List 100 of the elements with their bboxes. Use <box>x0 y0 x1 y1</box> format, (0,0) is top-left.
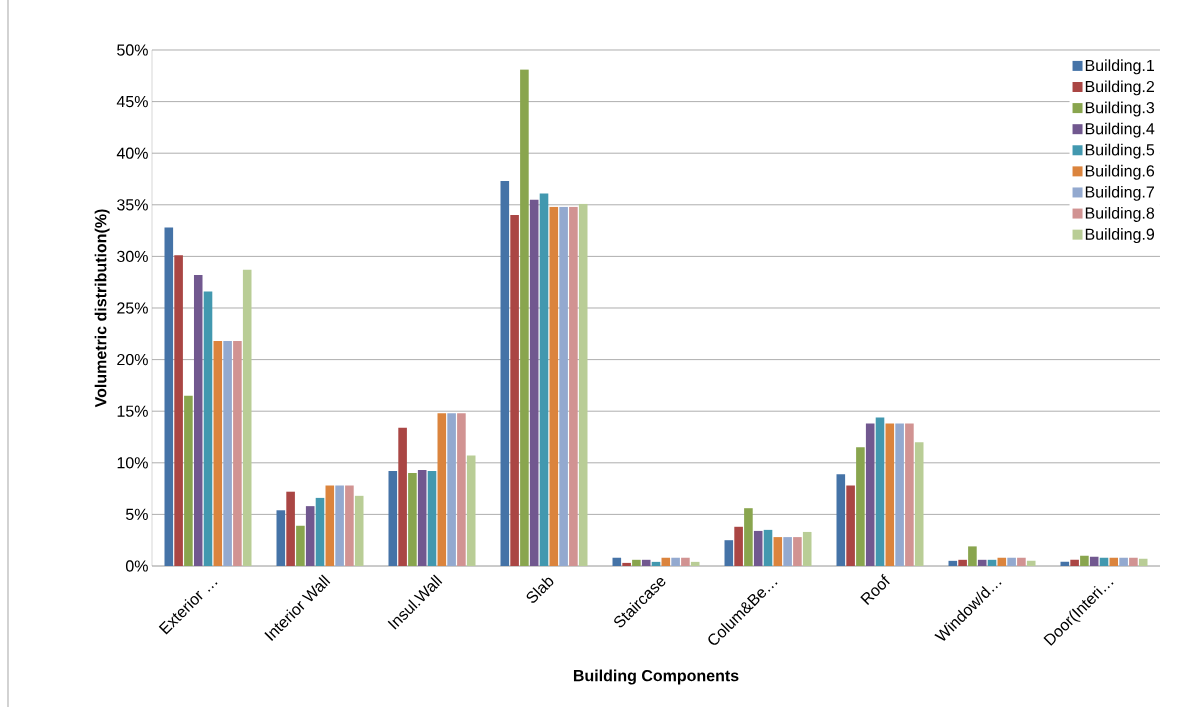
bar <box>690 561 700 566</box>
bar <box>734 526 743 566</box>
bar <box>1099 557 1109 566</box>
bar <box>763 529 773 566</box>
y-tick-label: 35% <box>117 199 148 211</box>
bar <box>427 471 437 566</box>
y-tick-label: 20% <box>117 353 148 366</box>
y-tick-label: 40% <box>116 147 148 159</box>
bar <box>1026 560 1036 566</box>
bar <box>773 537 783 566</box>
legend-label: Building.3 <box>1085 101 1155 117</box>
x-axis-title: Building Components <box>573 669 739 685</box>
bar <box>539 193 549 566</box>
legend-label: Building.4 <box>1085 122 1155 138</box>
bar <box>681 557 690 566</box>
bar <box>905 423 914 566</box>
y-tick-label: 0% <box>125 560 148 572</box>
bar <box>968 546 977 566</box>
bar <box>193 274 203 566</box>
legend-label: Building.2 <box>1085 80 1154 96</box>
bar <box>1080 555 1089 566</box>
bar <box>296 525 305 566</box>
bar <box>1017 557 1026 566</box>
y-tick-label: 10% <box>117 457 148 469</box>
y-tick-label: 50% <box>117 44 148 56</box>
bar <box>203 291 213 566</box>
bar <box>286 491 295 566</box>
bar <box>466 455 476 566</box>
legend-label: Building.5 <box>1085 143 1155 159</box>
bar <box>233 341 242 566</box>
bar <box>437 413 447 566</box>
bar <box>641 559 651 566</box>
bar <box>661 557 671 566</box>
bar <box>622 562 631 566</box>
bar <box>242 269 252 566</box>
bar <box>315 497 325 566</box>
bar <box>744 508 753 566</box>
bar <box>895 423 904 566</box>
bar <box>977 559 987 566</box>
bar <box>802 531 812 566</box>
bar <box>632 559 641 566</box>
bar <box>335 485 344 566</box>
y-tick-label: 15% <box>117 405 148 417</box>
bar <box>836 474 846 566</box>
bar <box>447 413 456 566</box>
legend-label: Building.7 <box>1085 185 1154 201</box>
x-tick-label: Slab <box>526 577 554 603</box>
y-tick-label: 30% <box>117 250 148 263</box>
bar <box>354 495 364 566</box>
legend-label: Building.6 <box>1085 164 1155 180</box>
bar <box>174 255 183 566</box>
bar <box>1070 559 1079 566</box>
bar <box>987 559 997 566</box>
bar <box>1089 556 1099 566</box>
legend-label: Building.9 <box>1085 228 1155 244</box>
y-tick-label: 25% <box>117 302 148 314</box>
bar <box>875 417 885 566</box>
y-axis-title: Volumetric distribution(%) <box>94 209 110 408</box>
legend-label: Building.8 <box>1085 207 1155 222</box>
legend-label: Building.1 <box>1085 59 1154 75</box>
bar <box>345 485 354 566</box>
bar <box>325 485 335 566</box>
bar <box>783 537 792 566</box>
bar <box>549 206 559 566</box>
bar <box>184 395 193 566</box>
bar <box>559 206 568 566</box>
bar <box>612 557 622 566</box>
bar <box>671 557 680 566</box>
bar <box>408 473 417 566</box>
bar <box>1119 557 1128 566</box>
bar <box>753 530 763 566</box>
y-tick-label: 5% <box>125 508 148 521</box>
bar <box>500 181 510 566</box>
bar <box>417 470 427 566</box>
bar <box>164 227 174 566</box>
bar <box>1109 557 1119 566</box>
bar <box>958 559 967 566</box>
bar <box>569 206 578 566</box>
bar <box>793 537 802 566</box>
bar <box>914 442 924 566</box>
bar <box>856 447 865 566</box>
bar <box>388 471 398 566</box>
bar <box>223 341 232 566</box>
bar <box>846 485 855 566</box>
y-tick-label: 45% <box>116 95 148 108</box>
bar <box>457 413 466 566</box>
bar <box>276 510 286 566</box>
bar <box>1129 557 1138 566</box>
bar <box>885 423 895 566</box>
bar <box>865 423 875 566</box>
bar <box>1138 558 1148 566</box>
bar <box>1007 557 1016 566</box>
bar <box>305 506 315 566</box>
bar <box>948 560 958 566</box>
bar <box>578 203 588 566</box>
bar <box>520 69 529 566</box>
bar <box>398 427 407 566</box>
bar <box>997 557 1007 566</box>
bar <box>510 215 519 566</box>
bar <box>724 540 734 566</box>
